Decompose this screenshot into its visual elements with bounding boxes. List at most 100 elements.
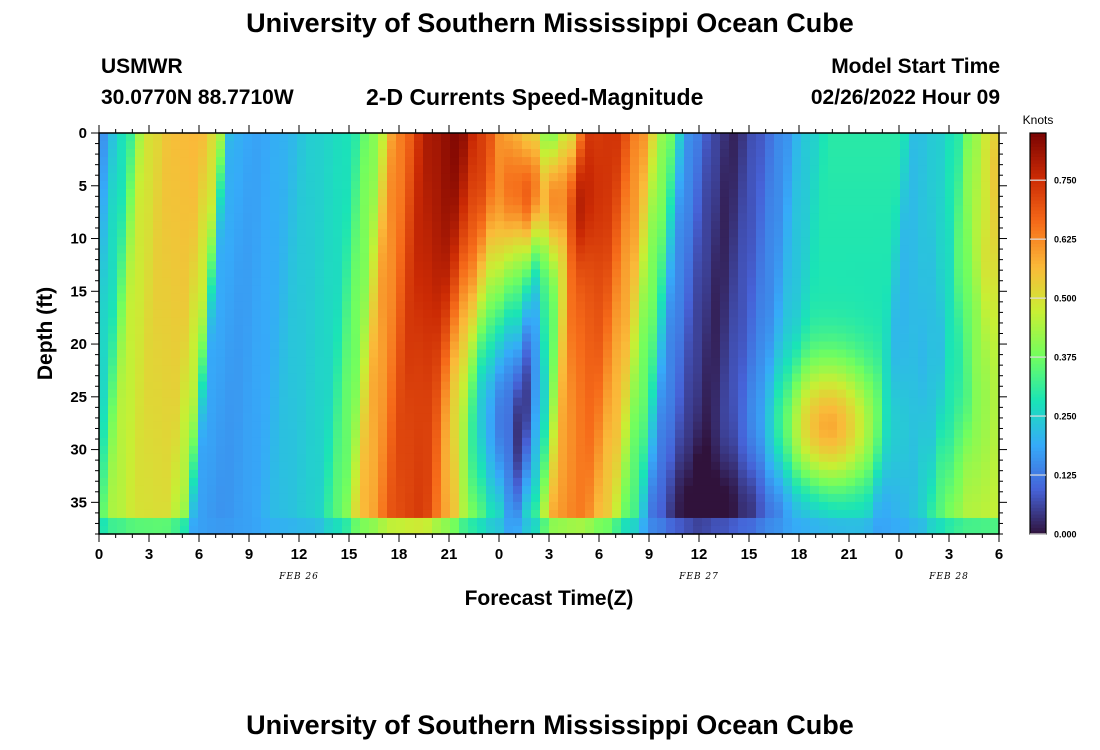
heatmap-cell: [189, 205, 199, 214]
heatmap-cell: [918, 381, 928, 391]
heatmap-cell: [441, 357, 451, 367]
heatmap-cell: [162, 189, 172, 198]
heatmap-cell: [747, 373, 757, 383]
heatmap-cell: [270, 309, 280, 319]
heatmap-cell: [549, 373, 559, 383]
heatmap-cell: [855, 413, 865, 423]
heatmap-cell: [522, 525, 532, 535]
heatmap-cell: [585, 237, 595, 246]
heatmap-cell: [153, 229, 163, 238]
heatmap-cell: [873, 517, 883, 527]
heatmap-cell: [927, 189, 937, 198]
heatmap-cell: [630, 517, 640, 527]
heatmap-cell: [351, 469, 361, 479]
heatmap-cell: [981, 445, 991, 455]
heatmap-cell: [522, 493, 532, 503]
heatmap-cell: [252, 357, 262, 367]
heatmap-cell: [198, 229, 208, 238]
heatmap-cell: [261, 501, 271, 511]
heatmap-cell: [801, 245, 811, 254]
heatmap-cell: [99, 205, 109, 214]
heatmap-cell: [792, 493, 802, 503]
heatmap-cell: [333, 405, 343, 415]
heatmap-cell: [198, 365, 208, 375]
heatmap-cell: [297, 229, 307, 238]
heatmap-cell: [855, 301, 865, 311]
heatmap-cell: [378, 437, 388, 447]
heatmap-cell: [882, 445, 892, 455]
heatmap-cell: [468, 373, 478, 383]
heatmap-cell: [648, 269, 658, 278]
heatmap-cell: [504, 189, 514, 198]
heatmap-cell: [261, 461, 271, 471]
heatmap-cell: [621, 229, 631, 238]
heatmap-cell: [369, 341, 379, 351]
heatmap-cell: [261, 405, 271, 415]
heatmap-cell: [225, 317, 235, 327]
heatmap-cell: [594, 509, 604, 519]
heatmap-cell: [657, 397, 667, 407]
heatmap-cell: [189, 413, 199, 423]
heatmap-cell: [558, 221, 568, 230]
heatmap-cell: [477, 445, 487, 455]
heatmap-cell: [108, 389, 118, 399]
heatmap-cell: [198, 141, 208, 150]
heatmap-cell: [207, 157, 217, 166]
heatmap-cell: [459, 317, 469, 327]
heatmap-cell: [846, 157, 856, 166]
heatmap-cell: [891, 413, 901, 423]
heatmap-cell: [396, 229, 406, 238]
heatmap-cell: [855, 325, 865, 335]
heatmap-cell: [423, 261, 433, 270]
heatmap-cell: [360, 229, 370, 238]
heatmap-cell: [594, 437, 604, 447]
heatmap-cell: [981, 421, 991, 431]
heatmap-cell: [108, 365, 118, 375]
heatmap-cell: [126, 333, 136, 343]
heatmap-cell: [162, 493, 172, 503]
heatmap-cell: [477, 245, 487, 254]
heatmap-cell: [297, 349, 307, 359]
heatmap-cell: [954, 293, 964, 303]
heatmap-cell: [234, 149, 244, 158]
heatmap-cell: [558, 381, 568, 391]
heatmap-cell: [477, 301, 487, 311]
heatmap-cell: [828, 237, 838, 246]
heatmap-cell: [828, 309, 838, 319]
heatmap-cell: [441, 301, 451, 311]
heatmap-cell: [459, 341, 469, 351]
heatmap-cell: [774, 229, 784, 238]
heatmap-cell: [810, 469, 820, 479]
heatmap-cell: [576, 333, 586, 343]
heatmap-cell: [396, 525, 406, 535]
heatmap-cell: [189, 189, 199, 198]
heatmap-cell: [909, 269, 919, 278]
heatmap-cell: [774, 341, 784, 351]
heatmap-cell: [666, 325, 676, 335]
heatmap-cell: [810, 389, 820, 399]
heatmap-cell: [486, 285, 496, 294]
heatmap-cell: [837, 309, 847, 319]
heatmap-cell: [576, 357, 586, 367]
heatmap-cell: [567, 445, 577, 455]
heatmap-cell: [153, 381, 163, 391]
heatmap-cell: [315, 477, 325, 487]
heatmap-cell: [954, 469, 964, 479]
heatmap-cell: [855, 477, 865, 487]
heatmap-cell: [279, 429, 289, 439]
heatmap-cell: [891, 269, 901, 278]
heatmap-cell: [279, 365, 289, 375]
heatmap-cell: [495, 389, 505, 399]
heatmap-cell: [684, 165, 694, 174]
heatmap-cell: [846, 397, 856, 407]
heatmap-cell: [927, 173, 937, 182]
heatmap-cell: [702, 517, 712, 527]
heatmap-cell: [360, 341, 370, 351]
heatmap-cell: [603, 205, 613, 214]
heatmap-cell: [369, 493, 379, 503]
heatmap-cell: [954, 133, 964, 142]
heatmap-cell: [603, 301, 613, 311]
heatmap-cell: [846, 317, 856, 327]
heatmap-cell: [117, 141, 127, 150]
heatmap-cell: [558, 429, 568, 439]
